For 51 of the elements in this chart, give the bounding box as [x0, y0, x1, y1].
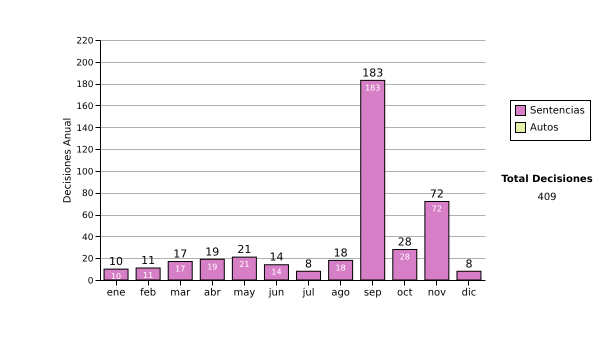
- y-tick-label: 120: [76, 146, 94, 156]
- y-tick-label: 220: [76, 36, 94, 46]
- x-tick-label: jun: [268, 288, 284, 298]
- y-tick-label: 160: [76, 102, 94, 112]
- legend-label: Autos: [530, 122, 558, 134]
- total-label: 19: [205, 245, 220, 258]
- data-label: 18: [336, 263, 346, 272]
- total-label: 8: [305, 257, 312, 270]
- legend-label: Sentencias: [530, 106, 585, 116]
- y-tick-label: 100: [76, 167, 94, 178]
- x-tick-label: may: [233, 288, 256, 298]
- x-tick-label: jul: [302, 288, 314, 298]
- data-label: 17: [175, 264, 186, 274]
- data-label: 19: [207, 262, 218, 272]
- y-tick-label: 60: [82, 211, 94, 222]
- total-label: 21: [237, 243, 252, 256]
- y-axis-title: Decisiones Anual: [62, 118, 74, 204]
- x-tick-label: dic: [462, 288, 476, 298]
- total-label: 72: [430, 187, 444, 200]
- x-tick-label: feb: [140, 288, 156, 298]
- data-label: 183: [365, 83, 380, 92]
- data-label: 72: [432, 204, 442, 214]
- data-label: 10: [110, 272, 122, 282]
- data-label: 14: [271, 268, 282, 277]
- x-tick-label: mar: [170, 288, 192, 298]
- total-label: 28: [398, 235, 412, 248]
- total-label: 14: [269, 250, 284, 264]
- total-label: 18: [334, 246, 348, 260]
- y-tick-label: 20: [82, 254, 94, 265]
- total-label: 11: [141, 254, 156, 267]
- x-tick-label: nov: [428, 288, 446, 298]
- data-label: 21: [239, 260, 250, 270]
- total-label: 17: [173, 247, 188, 260]
- data-label: 28: [400, 252, 410, 262]
- x-tick-label: ene: [106, 288, 126, 298]
- total-label: 10: [109, 255, 124, 268]
- data-label: 11: [143, 271, 154, 280]
- total-label: 183: [362, 66, 384, 80]
- text: 409: [537, 192, 557, 203]
- total-label: 8: [465, 257, 472, 270]
- y-tick-label: 40: [82, 232, 94, 243]
- x-tick-label: sep: [364, 288, 382, 298]
- y-tick-label: 180: [76, 80, 94, 90]
- y-tick-label: 80: [82, 189, 94, 200]
- x-tick-label: oct: [397, 288, 413, 298]
- y-tick-label: 200: [76, 58, 94, 68]
- y-tick-label: 0: [88, 276, 94, 286]
- x-tick-label: abr: [204, 288, 222, 298]
- text: Total Decisiones: [501, 174, 593, 185]
- x-tick-label: ago: [331, 288, 350, 298]
- y-tick-label: 140: [76, 124, 94, 134]
